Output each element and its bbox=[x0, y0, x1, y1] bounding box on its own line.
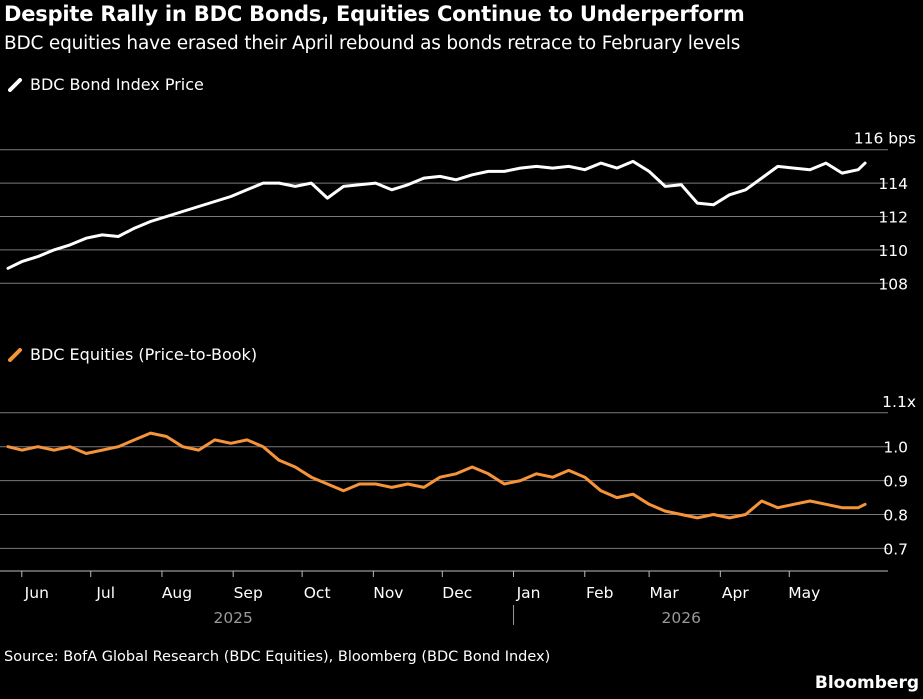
x-month-label: Jun bbox=[24, 584, 49, 602]
x-month-label: Sep bbox=[234, 584, 263, 602]
legend-bond-swatch bbox=[8, 77, 22, 92]
x-month-label: Mar bbox=[649, 584, 679, 602]
x-month-label: Oct bbox=[304, 584, 331, 602]
x-month-label: Dec bbox=[442, 584, 472, 602]
equity-y-tick-label: 0.9 bbox=[883, 473, 908, 491]
x-axis: Jun Jul Aug Sep Oct Nov Dec Jan Feb Mar Apr May 2025… bbox=[0, 570, 888, 627]
x-month-label: Feb bbox=[586, 584, 613, 602]
x-year-label: 2026 bbox=[662, 609, 701, 627]
equity-y-unit-label: 1.1x bbox=[882, 393, 916, 411]
equities-panel: 1.1x 0.7 0.8 0.9 1.0 bbox=[0, 393, 916, 558]
equity-y-tick-label: 0.8 bbox=[883, 507, 908, 525]
legend-equities-label: BDC Equities (Price-to-Book) bbox=[30, 345, 258, 364]
bond-y-tick-label: 112 bbox=[878, 209, 908, 227]
bloomberg-logo: Bloomberg bbox=[814, 673, 919, 693]
x-month-label: Nov bbox=[373, 584, 403, 602]
equity-y-tick-label: 0.7 bbox=[883, 540, 908, 558]
bond-series-line bbox=[6, 159, 867, 270]
bond-y-tick-label: 114 bbox=[878, 175, 908, 193]
bond-index-panel: 116 bps 108 110 112 114 bbox=[0, 130, 916, 293]
bond-y-tick-label: 108 bbox=[878, 275, 908, 293]
legend-equities: BDC Equities (Price-to-Book) bbox=[8, 345, 257, 364]
equity-y-tick-label: 1.0 bbox=[883, 439, 908, 457]
legend-bond-index: BDC Bond Index Price bbox=[8, 75, 204, 94]
x-month-label: Jul bbox=[95, 584, 115, 602]
x-month-label: May bbox=[788, 584, 820, 602]
x-month-label: Apr bbox=[722, 584, 749, 602]
legend-bond-label: BDC Bond Index Price bbox=[30, 75, 204, 94]
x-year-label: 2025 bbox=[213, 609, 252, 627]
chart-title: Despite Rally in BDC Bonds, Equities Con… bbox=[4, 2, 745, 26]
bond-y-tick-label: 110 bbox=[878, 242, 908, 260]
legend-equities-swatch bbox=[8, 347, 22, 362]
x-month-label: Jan bbox=[516, 584, 541, 602]
bond-y-unit-label: 116 bps bbox=[854, 130, 916, 148]
equity-series-line bbox=[6, 431, 867, 520]
chart-subtitle: BDC equities have erased their April reb… bbox=[4, 33, 741, 54]
source-note: Source: BofA Global Research (BDC Equiti… bbox=[4, 649, 551, 665]
x-month-label: Aug bbox=[162, 584, 192, 602]
